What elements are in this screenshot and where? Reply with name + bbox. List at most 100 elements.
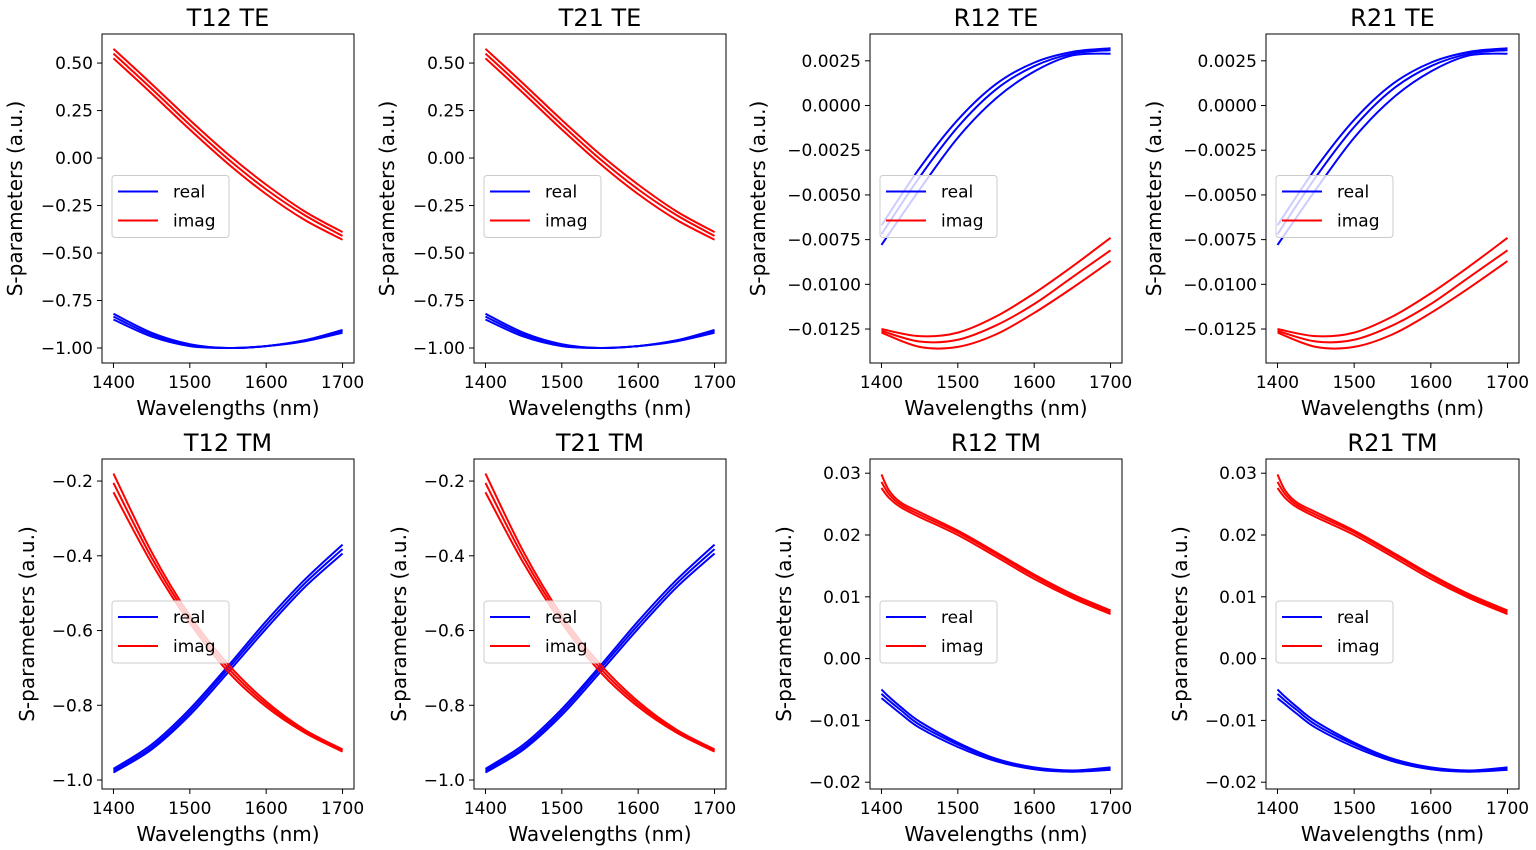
subplot-title: T12 TE xyxy=(186,4,270,32)
series-line-imag-3 xyxy=(1277,237,1509,338)
x-tick-label: 1700 xyxy=(1486,373,1529,393)
series-line-imag-5 xyxy=(1277,260,1509,350)
series-group xyxy=(484,48,716,350)
series-line-imag-4 xyxy=(1277,249,1509,344)
series-group xyxy=(112,48,344,350)
series-line-real-2 xyxy=(485,318,715,349)
axes-frame xyxy=(1265,33,1520,364)
legend-label-imag: imag xyxy=(1337,212,1380,232)
subplot-t12-te: real imag 1400 1500 1600 1700 0.50 0.25 0.00 −0.2… xyxy=(3,4,364,420)
x-tick-label: 1500 xyxy=(1333,373,1376,393)
x-tick-label: 1500 xyxy=(1333,799,1376,819)
series-line-imag-3 xyxy=(1276,474,1508,612)
subplot-r12-tm: real imag 1400 1500 1600 1700 0.03 0.02 0.01 0.00… xyxy=(772,429,1132,846)
series-line-imag-4 xyxy=(881,249,1112,344)
series-group xyxy=(880,474,1111,773)
x-tick-label: 1400 xyxy=(92,373,135,393)
series-line-imag-3 xyxy=(881,237,1112,338)
x-tick-label: 1700 xyxy=(321,373,364,393)
x-axis-label: Wavelengths (nm) xyxy=(136,822,319,846)
subplot-t21-te: real imag 1400 1500 1600 1700 0.50 0.25 0.00 −0.2… xyxy=(375,4,736,420)
x-tick-label: 1600 xyxy=(1013,799,1056,819)
legend-label-real: real xyxy=(545,608,577,628)
legend-label-imag: imag xyxy=(941,212,984,232)
y-axis-label: S-parameters (a.u.) xyxy=(3,101,27,297)
series-group xyxy=(880,47,1112,350)
legend-label-real: real xyxy=(545,183,577,203)
x-tick-label: 1400 xyxy=(860,799,903,819)
series-group xyxy=(484,473,716,774)
x-axis-label: Wavelengths (nm) xyxy=(508,396,691,420)
y-tick-label: 0.00 xyxy=(427,149,465,169)
subplot-title: T12 TM xyxy=(183,429,272,457)
y-tick-label: 0.0025 xyxy=(802,52,861,72)
x-axis-label: Wavelengths (nm) xyxy=(904,822,1087,846)
y-tick-label: −0.50 xyxy=(41,244,93,264)
series-line-imag-3 xyxy=(880,474,1111,612)
legend-label-imag: imag xyxy=(1337,637,1380,657)
axes-frame xyxy=(101,458,355,790)
legend-label-real: real xyxy=(941,608,973,628)
x-tick-label: 1700 xyxy=(1089,799,1132,819)
x-tick-label: 1500 xyxy=(540,799,583,819)
y-tick-label: −0.02 xyxy=(1205,773,1257,793)
x-tick-label: 1500 xyxy=(936,799,979,819)
y-tick-label: −1.00 xyxy=(413,339,465,359)
series-line-imag-4 xyxy=(484,482,716,752)
x-tick-label: 1400 xyxy=(860,373,903,393)
legend: real imag xyxy=(1275,175,1394,238)
y-tick-label: 0.50 xyxy=(427,54,465,74)
y-tick-label: 0.02 xyxy=(823,526,861,546)
x-axis-label: Wavelengths (nm) xyxy=(508,822,691,846)
series-line-imag-5 xyxy=(112,57,344,241)
y-tick-label: 0.0000 xyxy=(1198,97,1257,117)
x-tick-label: 1700 xyxy=(693,373,736,393)
y-tick-label: −0.8 xyxy=(52,696,93,716)
y-tick-label: −0.2 xyxy=(52,472,93,492)
y-tick-label: −0.0100 xyxy=(787,275,861,295)
x-tick-label: 1600 xyxy=(1013,373,1056,393)
y-tick-label: −0.0075 xyxy=(1183,231,1257,251)
legend-label-real: real xyxy=(1337,183,1369,203)
y-tick-label: −0.0100 xyxy=(1183,275,1257,295)
x-tick-label: 1700 xyxy=(693,799,736,819)
y-tick-label: 0.01 xyxy=(823,588,861,608)
y-tick-label: −0.25 xyxy=(41,197,93,217)
y-axis-label: S-parameters (a.u.) xyxy=(375,101,399,297)
y-tick-label: −1.0 xyxy=(424,771,465,791)
y-tick-label: −0.6 xyxy=(424,622,465,642)
series-line-imag-5 xyxy=(1276,487,1508,616)
y-tick-label: −0.0075 xyxy=(787,231,861,251)
y-tick-label: −0.4 xyxy=(52,547,93,567)
y-tick-label: 0.50 xyxy=(55,54,93,74)
y-tick-label: 0.00 xyxy=(1219,650,1257,670)
series-line-real-0 xyxy=(112,543,344,770)
y-tick-label: 0.03 xyxy=(823,464,861,484)
y-tick-label: −0.02 xyxy=(809,773,861,793)
legend-label-imag: imag xyxy=(173,212,216,232)
series-line-real-0 xyxy=(880,47,1111,226)
y-tick-label: −0.50 xyxy=(413,244,465,264)
axes-frame xyxy=(869,33,1123,364)
legend: real imag xyxy=(879,175,998,238)
x-tick-label: 1600 xyxy=(245,799,288,819)
y-tick-label: 0.02 xyxy=(1219,526,1257,546)
y-tick-label: 0.25 xyxy=(55,102,93,122)
y-axis-label: S-parameters (a.u.) xyxy=(15,526,39,722)
y-tick-label: −0.01 xyxy=(1205,711,1257,731)
series-line-imag-5 xyxy=(484,57,716,241)
legend: real imag xyxy=(1275,600,1394,664)
subplot-title: R21 TE xyxy=(1350,4,1435,32)
y-axis-label: S-parameters (a.u.) xyxy=(772,526,796,722)
x-tick-label: 1400 xyxy=(1256,799,1299,819)
legend-label-real: real xyxy=(941,183,973,203)
x-tick-label: 1400 xyxy=(1256,373,1299,393)
subplot-title: T21 TM xyxy=(555,429,644,457)
series-line-imag-4 xyxy=(484,52,716,237)
x-tick-label: 1700 xyxy=(321,799,364,819)
legend: real imag xyxy=(879,600,998,664)
y-tick-label: 0.00 xyxy=(55,149,93,169)
x-tick-label: 1400 xyxy=(92,799,135,819)
x-tick-label: 1700 xyxy=(1486,799,1529,819)
